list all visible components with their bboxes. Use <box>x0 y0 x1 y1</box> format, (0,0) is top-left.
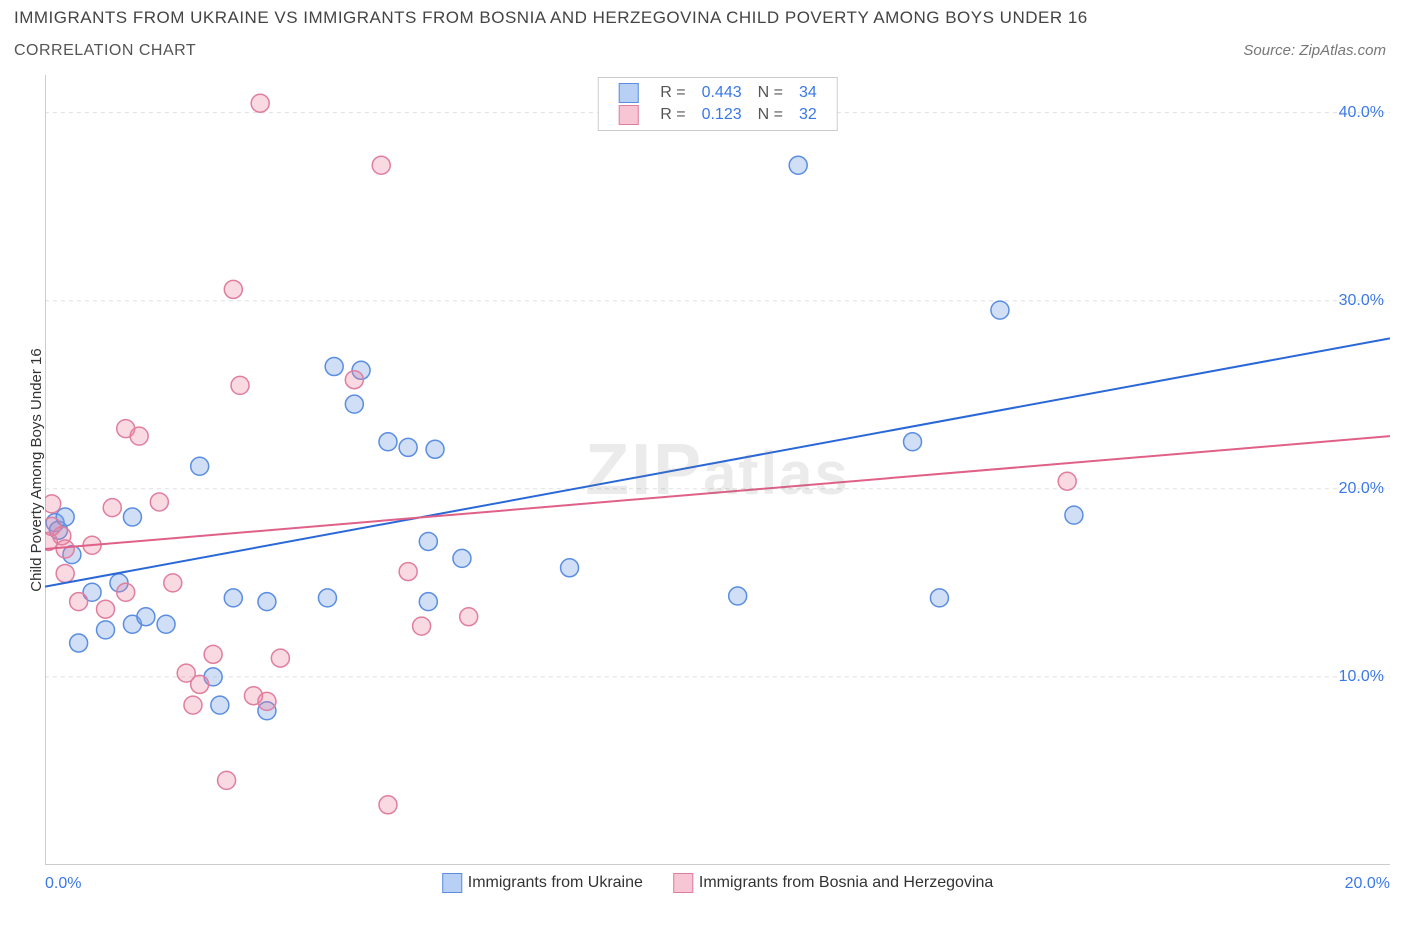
source-prefix: Source: <box>1243 42 1299 59</box>
y-tick-label: 10.0% <box>1339 668 1384 686</box>
chart-title: IMMIGRANTS FROM UKRAINE VS IMMIGRANTS FR… <box>14 8 1088 28</box>
source-name: ZipAtlas.com <box>1299 42 1386 59</box>
y-tick-label: 30.0% <box>1339 292 1384 310</box>
legend-item: Immigrants from Bosnia and Herzegovina <box>673 873 993 893</box>
y-tick-label: 20.0% <box>1339 480 1384 498</box>
y-axis-label-wrap: Child Poverty Among Boys Under 16 <box>28 227 45 470</box>
stat-value-N: 32 <box>791 104 825 126</box>
stat-value-N: 34 <box>791 82 825 104</box>
stat-value-R: 0.443 <box>694 82 750 104</box>
legend-label: Immigrants from Bosnia and Herzegovina <box>699 874 993 891</box>
stat-label-R: R = <box>652 104 693 126</box>
stat-legend-row: R =0.123N =32 <box>610 104 825 126</box>
legend-label: Immigrants from Ukraine <box>468 874 643 891</box>
stat-legend: R =0.443N =34R =0.123N =32 <box>597 77 838 131</box>
y-tick-label: 40.0% <box>1339 104 1384 122</box>
bottom-legend: Immigrants from Ukraine Immigrants from B… <box>442 873 994 893</box>
chart-container: IMMIGRANTS FROM UKRAINE VS IMMIGRANTS FR… <box>0 0 1406 930</box>
legend-item: Immigrants from Ukraine <box>442 873 643 893</box>
stat-label-N: N = <box>750 82 791 104</box>
x-tick-label: 20.0% <box>1345 875 1390 893</box>
stat-label-R: R = <box>652 82 693 104</box>
y-axis-label: Child Poverty Among Boys Under 16 <box>28 348 45 591</box>
stat-label-N: N = <box>750 104 791 126</box>
source-label: Source: ZipAtlas.com <box>1243 42 1386 59</box>
stat-legend-table: R =0.443N =34R =0.123N =32 <box>610 82 825 126</box>
scatter-plot <box>45 75 1390 865</box>
stat-value-R: 0.123 <box>694 104 750 126</box>
legend-swatch <box>618 105 638 125</box>
stat-legend-row: R =0.443N =34 <box>610 82 825 104</box>
chart-subtitle: CORRELATION CHART <box>14 42 196 60</box>
x-tick-label: 0.0% <box>45 875 81 893</box>
legend-swatch <box>618 83 638 103</box>
chart-area: ZIPatlas R =0.443N =34R =0.123N =32 10.0… <box>45 75 1390 865</box>
legend-swatch <box>442 873 462 893</box>
legend-swatch <box>673 873 693 893</box>
